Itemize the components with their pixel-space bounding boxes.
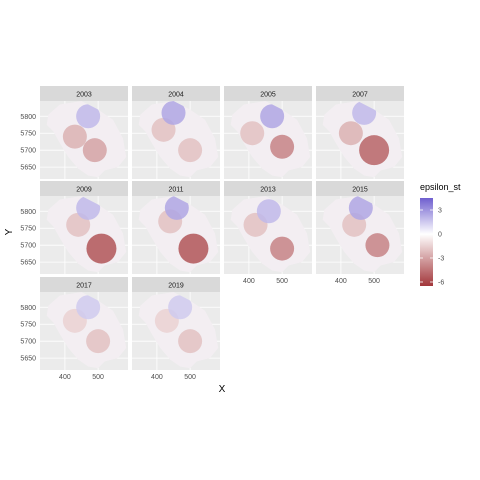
facet-strip-label: 2009 <box>76 187 92 194</box>
facet-strip-label: 2011 <box>168 187 183 194</box>
facet-strip-label: 2015 <box>352 187 368 194</box>
facet-panel-2017: 2017 5650 5700 5750 5800 400 500 <box>20 277 128 381</box>
x-tick-label: 400 <box>243 278 255 285</box>
field-hotspot <box>359 135 390 166</box>
field-hotspot <box>82 138 107 163</box>
y-tick-label: 5800 <box>20 114 36 121</box>
facet-strip <box>40 181 128 196</box>
x-tick-label: 500 <box>276 278 288 285</box>
y-tick-label: 5800 <box>20 305 36 312</box>
facet-strip <box>132 277 220 292</box>
field-hotspot <box>164 196 189 220</box>
legend-title: epsilon_st <box>420 182 461 192</box>
facet-strip-label: 2004 <box>168 92 184 99</box>
legend-tick-label: 3 <box>438 208 442 215</box>
field-hotspot <box>240 121 265 146</box>
x-tick-label: 400 <box>335 278 347 285</box>
field-hotspot <box>161 101 186 125</box>
field-hotspot <box>338 121 363 146</box>
field-hotspot <box>348 196 373 220</box>
field-hotspot <box>270 134 295 159</box>
spatial-field <box>322 196 403 273</box>
facet-strip-label: 2019 <box>168 283 184 290</box>
y-tick-label: 5700 <box>20 148 36 155</box>
facet-strip-label: 2013 <box>260 187 276 194</box>
facet-panel-2011: 2011 <box>132 181 220 274</box>
y-tick-label: 5800 <box>20 209 36 216</box>
spatial-field <box>46 101 127 178</box>
y-tick-label: 5750 <box>20 322 36 329</box>
field-hotspot <box>86 233 117 264</box>
facet-panel-2009: 2009 5650 5700 5750 5800 <box>20 181 128 274</box>
field-hotspot <box>270 236 295 261</box>
field-hotspot <box>168 295 193 320</box>
facet-strip <box>224 181 312 196</box>
field-hotspot <box>76 295 101 320</box>
field-hotspot <box>178 329 203 354</box>
y-tick-label: 5650 <box>20 356 36 363</box>
legend-tick-label: -6 <box>438 280 444 287</box>
y-tick-label: 5650 <box>20 260 36 267</box>
spatial-field <box>322 101 403 178</box>
y-tick-label: 5700 <box>20 339 36 346</box>
field-hotspot <box>256 199 281 224</box>
y-tick-label: 5750 <box>20 131 36 138</box>
facet-panels: 2003 5650 5700 5750 5800 2004 2005 2007 2009 5650… <box>20 86 404 381</box>
facet-panel-2015: 2015 400 500 <box>316 181 404 285</box>
field-hotspot <box>260 104 285 129</box>
legend-ticks: 3 0 -3 -6 <box>420 208 444 287</box>
y-tick-label: 5750 <box>20 226 36 233</box>
spatial-field <box>138 196 219 273</box>
spatial-field <box>46 292 127 369</box>
field-hotspot <box>86 329 111 354</box>
facet-panel-2003: 2003 5650 5700 5750 5800 <box>20 86 128 179</box>
facet-panel-2005: 2005 <box>224 86 312 179</box>
facet-strip-label: 2017 <box>76 283 92 290</box>
facet-panel-2013: 2013 400 500 <box>224 181 312 285</box>
facet-panel-2019: 2019 400 500 <box>132 277 220 381</box>
facet-strip-label: 2007 <box>352 92 368 99</box>
facet-strip <box>224 86 312 101</box>
facet-strip-label: 2003 <box>76 92 92 99</box>
x-tick-label: 500 <box>92 374 104 381</box>
x-tick-label: 500 <box>184 374 196 381</box>
field-hotspot <box>76 104 101 129</box>
field-hotspot <box>178 138 203 163</box>
facet-panel-2007: 2007 <box>316 86 404 179</box>
region-base <box>230 101 311 178</box>
facet-strip <box>132 86 220 101</box>
y-axis-title: Y <box>4 228 15 235</box>
facet-strip <box>40 86 128 101</box>
facet-strip <box>132 181 220 196</box>
spatial-field <box>230 196 311 273</box>
spatial-field <box>230 101 311 178</box>
x-axis-title: X <box>219 384 226 395</box>
x-tick-label: 400 <box>151 374 163 381</box>
y-tick-label: 5650 <box>20 165 36 172</box>
y-tick-label: 5700 <box>20 243 36 250</box>
legend-colorbar <box>420 198 433 286</box>
legend: epsilon_st 3 0 -3 -6 <box>420 182 461 287</box>
x-tick-label: 400 <box>59 374 71 381</box>
field-hotspot <box>178 233 209 264</box>
legend-tick-label: -3 <box>438 256 444 263</box>
facet-strip-label: 2005 <box>260 92 276 99</box>
field-hotspot <box>62 124 87 149</box>
field-hotspot <box>365 233 390 258</box>
spatial-field <box>138 101 219 178</box>
facet-strip <box>316 181 404 196</box>
facet-strip <box>316 86 404 101</box>
spatial-field <box>138 292 219 369</box>
facet-panel-2004: 2004 <box>132 86 220 179</box>
facet-strip <box>40 277 128 292</box>
legend-tick-label: 0 <box>438 232 442 239</box>
x-tick-label: 500 <box>368 278 380 285</box>
